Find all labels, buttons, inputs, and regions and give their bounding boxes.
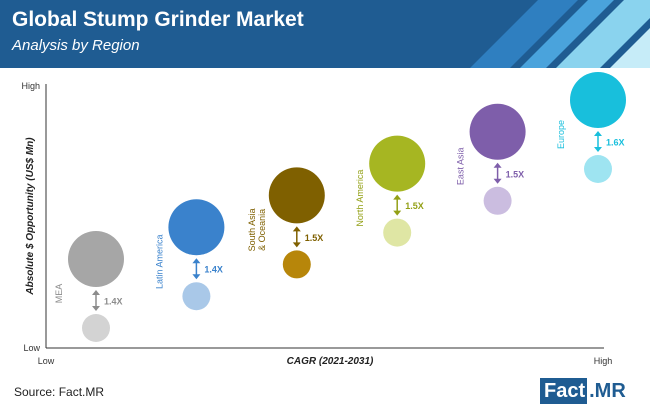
region-label-europe: Europe: [556, 120, 566, 149]
multiplier-label-mea: 1.4X: [104, 297, 123, 307]
chart-title: Global Stump Grinder Market: [12, 8, 304, 31]
source-note: Source: Fact.MR: [14, 385, 105, 399]
x-axis-title: CAGR (2021-2031): [287, 356, 374, 367]
bubble-chart: High Low Low High CAGR (2021-2031) Absolute $…: [21, 72, 626, 367]
multiplier-label-east-asia: 1.5X: [506, 169, 525, 179]
bubble-small-latin-america: [182, 282, 211, 311]
arrowhead-up-mea: [92, 290, 100, 295]
y-tick-high: High: [21, 81, 40, 91]
arrowhead-up-europe: [594, 131, 602, 136]
bubble-small-east-asia: [483, 186, 512, 215]
bubble-large-north-america: [369, 135, 426, 192]
x-tick-high: High: [594, 356, 613, 366]
region-label-mea: MEA: [54, 284, 64, 304]
bubble-large-latin-america: [168, 199, 225, 256]
bubble-large-south-asia-oceania: [268, 167, 325, 224]
arrowhead-up-south-asia-oceania: [292, 226, 301, 232]
chart-subtitle: Analysis by Region: [12, 37, 140, 54]
header-banner: Global Stump Grinder Market Analysis by …: [0, 0, 650, 68]
x-tick-low: Low: [38, 356, 55, 366]
multiplier-label-south-asia-oceania: 1.5X: [305, 233, 324, 243]
bubble-small-north-america: [383, 218, 412, 247]
multiplier-label-europe: 1.6X: [606, 138, 625, 148]
decorative-stripes: [470, 0, 650, 68]
arrowhead-down-europe: [594, 147, 602, 152]
arrowhead-down-east-asia: [493, 178, 502, 184]
bubble-small-south-asia-oceania: [282, 250, 311, 279]
region-label-south-asia-oceania-line1: South Asia: [247, 208, 257, 251]
logo-part-fact: Fact: [540, 378, 588, 404]
y-axis-title: Absolute $ Opportunity (US$ Mn): [25, 137, 36, 296]
arrowhead-up-north-america: [393, 194, 402, 200]
logo-part-mr: .MR: [589, 380, 626, 402]
multiplier-label-latin-america: 1.4X: [204, 265, 223, 275]
region-label-north-america: North America: [355, 170, 365, 227]
factmr-logo: Fact .MR: [540, 378, 644, 404]
region-label-latin-america: Latin America: [154, 234, 164, 289]
arrowhead-down-mea: [92, 306, 100, 311]
bubble-large-mea: [68, 231, 124, 287]
bubble-small-mea: [82, 314, 110, 342]
arrowhead-down-north-america: [393, 210, 402, 216]
bubble-large-east-asia: [469, 103, 526, 160]
arrowhead-up-latin-america: [192, 258, 201, 264]
arrowhead-up-east-asia: [493, 162, 502, 168]
bubble-small-europe: [584, 155, 612, 183]
region-label-south-asia-oceania-line2: & Oceania: [257, 209, 267, 251]
y-tick-low: Low: [23, 343, 40, 353]
multiplier-label-north-america: 1.5X: [405, 201, 424, 211]
arrowhead-down-latin-america: [192, 274, 201, 280]
bubble-large-europe: [570, 72, 626, 128]
arrowhead-down-south-asia-oceania: [292, 242, 301, 248]
region-label-east-asia: East Asia: [456, 148, 466, 186]
